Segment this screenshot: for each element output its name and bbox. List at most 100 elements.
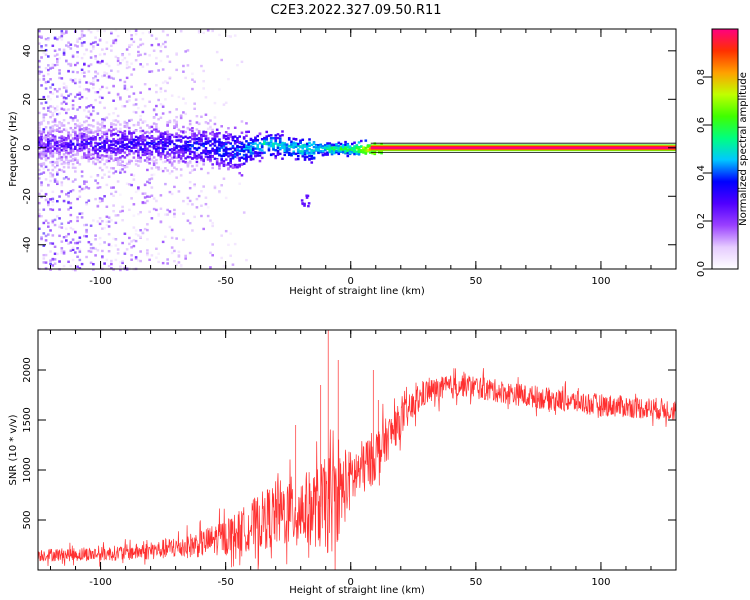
spectrogram-cell bbox=[40, 144, 43, 148]
spectrogram-cell bbox=[47, 72, 50, 76]
spectrogram-cell bbox=[139, 38, 142, 41]
spectrogram-cell bbox=[49, 250, 52, 253]
spectrogram-cell bbox=[314, 147, 318, 151]
spectrogram-cell bbox=[285, 144, 289, 147]
spectrogram-cell bbox=[326, 146, 329, 150]
spectrogram-cell bbox=[60, 140, 64, 143]
spectrogram-cell bbox=[213, 116, 217, 119]
spectrogram-cell bbox=[56, 149, 59, 152]
spectrogram-cell bbox=[101, 158, 104, 161]
spectrogram-cell bbox=[193, 168, 196, 171]
spectrogram-cell bbox=[76, 40, 79, 43]
spectrogram-cell bbox=[98, 101, 102, 104]
spectrogram-cell bbox=[76, 108, 79, 111]
spectrogram-cell bbox=[247, 143, 251, 146]
spectrogram-cell bbox=[114, 141, 118, 144]
spectrogram-cell bbox=[60, 35, 64, 38]
spectrogram-cell bbox=[366, 150, 370, 153]
spectrogram-cell bbox=[83, 129, 86, 132]
spectrogram-cell bbox=[65, 90, 68, 93]
spectrogram-cell bbox=[159, 116, 163, 119]
spectrogram-cell bbox=[123, 232, 127, 235]
spectrogram-cell bbox=[44, 149, 48, 153]
spectrogram-y-tick-label: -20 bbox=[22, 188, 33, 204]
spectrogram-cell bbox=[67, 163, 70, 166]
spectrogram-cell bbox=[191, 137, 194, 141]
spectrogram-cell bbox=[123, 147, 127, 150]
spectrogram-cell bbox=[38, 78, 41, 81]
spectrogram-cell bbox=[51, 149, 55, 153]
spectrogram-cell bbox=[258, 142, 262, 145]
spectrogram-cell bbox=[44, 101, 48, 104]
spectrogram-cell bbox=[134, 29, 138, 33]
spectrogram-cell bbox=[184, 76, 187, 80]
spectrogram-cell bbox=[47, 80, 50, 84]
spectrogram-cell bbox=[65, 97, 68, 100]
spectrogram-cell bbox=[186, 126, 190, 130]
spectrogram-cell bbox=[188, 128, 192, 131]
spectrogram-cell bbox=[40, 137, 43, 141]
spectrogram-cell bbox=[182, 125, 185, 129]
spectrogram-cell bbox=[119, 268, 122, 272]
spectrogram-cell bbox=[193, 80, 196, 83]
spectrogram-cell bbox=[231, 153, 235, 157]
spectrogram-cell bbox=[215, 152, 219, 155]
spectrogram-cell bbox=[184, 145, 187, 148]
spectrogram-cell bbox=[76, 134, 79, 137]
spectrogram-cell bbox=[348, 152, 352, 155]
spectrogram-cell bbox=[121, 168, 124, 171]
spectrogram-cell bbox=[83, 88, 86, 91]
spectrogram-cell bbox=[83, 152, 86, 155]
spectrogram-cell bbox=[202, 158, 205, 161]
spectrogram-cell bbox=[249, 155, 253, 158]
spectrogram-cell bbox=[200, 156, 203, 160]
spectrogram-cell bbox=[78, 185, 82, 188]
spectrogram-cell bbox=[130, 139, 133, 142]
spectrogram-cell bbox=[193, 215, 196, 219]
spectrogram-cell bbox=[121, 154, 124, 158]
spectrogram-cell bbox=[76, 45, 79, 48]
spectrogram-cell bbox=[107, 64, 111, 68]
spectrogram-cell bbox=[173, 185, 176, 189]
spectrogram-cell bbox=[222, 136, 226, 139]
spectrogram-cell bbox=[202, 163, 205, 166]
spectrogram-cell bbox=[83, 148, 86, 152]
spectrogram-cell bbox=[130, 34, 133, 37]
spectrogram-cell bbox=[53, 166, 57, 169]
spectrogram-cell bbox=[53, 54, 57, 58]
spectrogram-cell bbox=[44, 261, 48, 264]
spectrogram-cell bbox=[116, 93, 120, 96]
spectrogram-cell bbox=[146, 238, 149, 241]
spectrogram-cell bbox=[191, 78, 194, 81]
spectrogram-cell bbox=[263, 141, 266, 144]
spectrogram-cell bbox=[170, 192, 174, 196]
spectrogram-cell bbox=[105, 139, 109, 142]
spectrogram-cell bbox=[47, 64, 50, 67]
spectrogram-cell bbox=[105, 148, 109, 152]
spectrogram-cell bbox=[123, 138, 127, 141]
spectrogram-cell bbox=[121, 205, 124, 209]
spectrogram-cell bbox=[202, 227, 205, 231]
spectrogram-cell bbox=[155, 199, 158, 203]
spectrogram-cell bbox=[96, 158, 100, 161]
spectrogram-cell bbox=[67, 242, 70, 245]
spectrogram-cell bbox=[157, 140, 160, 144]
spectrogram-cell bbox=[211, 163, 214, 166]
spectrogram-cell bbox=[179, 135, 183, 138]
spectrogram-cell bbox=[294, 143, 298, 147]
spectrogram-cell bbox=[182, 238, 185, 242]
spectrogram-cell bbox=[308, 144, 311, 148]
spectrogram-cell bbox=[87, 249, 91, 253]
spectrogram-cell bbox=[76, 61, 79, 65]
spectrogram-cell bbox=[53, 139, 57, 143]
spectrogram-cell bbox=[94, 136, 97, 139]
spectrogram-cell bbox=[103, 143, 106, 147]
spectrogram-cell bbox=[177, 250, 181, 254]
spectrogram-cell bbox=[173, 125, 176, 128]
spectrogram-cell bbox=[195, 206, 199, 209]
spectrogram-cell bbox=[51, 114, 55, 117]
spectrogram-cell bbox=[157, 43, 160, 46]
spectrogram-cell bbox=[132, 68, 136, 71]
spectrogram-cell bbox=[132, 123, 136, 127]
